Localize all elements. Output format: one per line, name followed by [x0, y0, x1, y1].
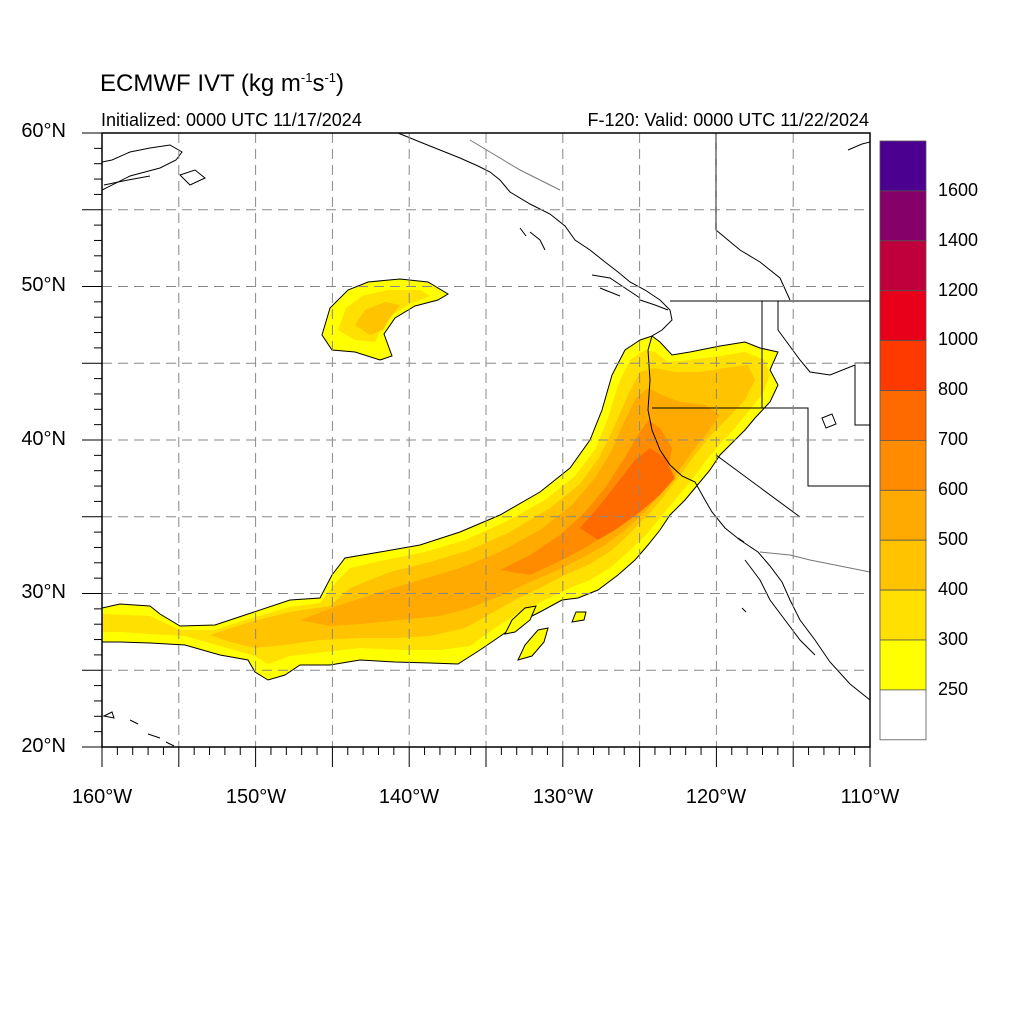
colorbar-label: 700: [938, 429, 969, 449]
valid-time: F-120: Valid: 0000 UTC 11/22/2024: [587, 110, 869, 130]
colorbar-swatch: [879, 340, 927, 391]
colorbar-label: 500: [938, 529, 969, 549]
map-frame: [101, 132, 871, 748]
lat-label-40n: 40°N: [21, 428, 66, 450]
colorbar-swatch: [879, 290, 927, 342]
colorbar-swatch: [879, 439, 927, 491]
colorbar-label: 400: [938, 579, 969, 599]
colorbar-swatch: [879, 589, 927, 641]
ivt-fragment-2: [571, 611, 587, 623]
ivt-fragment-3: [504, 605, 537, 635]
ivt-blob-north-core: [355, 302, 400, 335]
colorbar-swatch: [879, 140, 927, 192]
lat-label-50n: 50°N: [21, 274, 66, 296]
colorbar-label: 1600: [938, 180, 979, 200]
country-borders: [469, 139, 870, 573]
colorbar-swatch: [879, 539, 927, 591]
colorbar-label: 1000: [938, 329, 979, 349]
map-title: ECMWF IVT (kg m-1s-1): [100, 70, 345, 97]
colorbar-swatch: [879, 489, 927, 541]
colorbar-swatch: [879, 639, 927, 691]
lat-label-60n: 60°N: [21, 120, 66, 142]
colorbar-label: 1400: [938, 230, 979, 250]
lat-label-20n: 20°N: [21, 735, 66, 757]
colorbar: [879, 140, 927, 741]
colorbar-label: 250: [938, 679, 969, 699]
lat-lon-grid: [102, 133, 870, 747]
axis-ticks: [82, 132, 871, 767]
lon-label-120w: 120°W: [685, 786, 747, 808]
ivt-plume-600: [500, 420, 672, 575]
lon-label-150w: 150°W: [225, 786, 287, 808]
colorbar-swatch: [879, 689, 927, 741]
colorbar-swatch: [879, 190, 927, 242]
coastlines: [102, 133, 870, 747]
colorbar-label: 1200: [938, 280, 979, 300]
lat-label-30n: 30°N: [21, 581, 66, 603]
colorbar-label: 800: [938, 379, 969, 399]
lon-label-160w: 160°W: [71, 786, 133, 808]
lon-label-140w: 140°W: [378, 786, 440, 808]
ivt-fragment-1: [517, 627, 549, 661]
colorbar-label: 300: [938, 629, 969, 649]
initialized-time: Initialized: 0000 UTC 11/17/2024: [101, 110, 362, 130]
colorbar-label: 600: [938, 479, 969, 499]
lon-label-130w: 130°W: [532, 786, 594, 808]
colorbar-swatch: [879, 390, 927, 441]
ivt-plume-500: [300, 388, 720, 626]
colorbar-swatch: [879, 240, 927, 292]
lon-label-110w: 110°W: [840, 786, 900, 808]
